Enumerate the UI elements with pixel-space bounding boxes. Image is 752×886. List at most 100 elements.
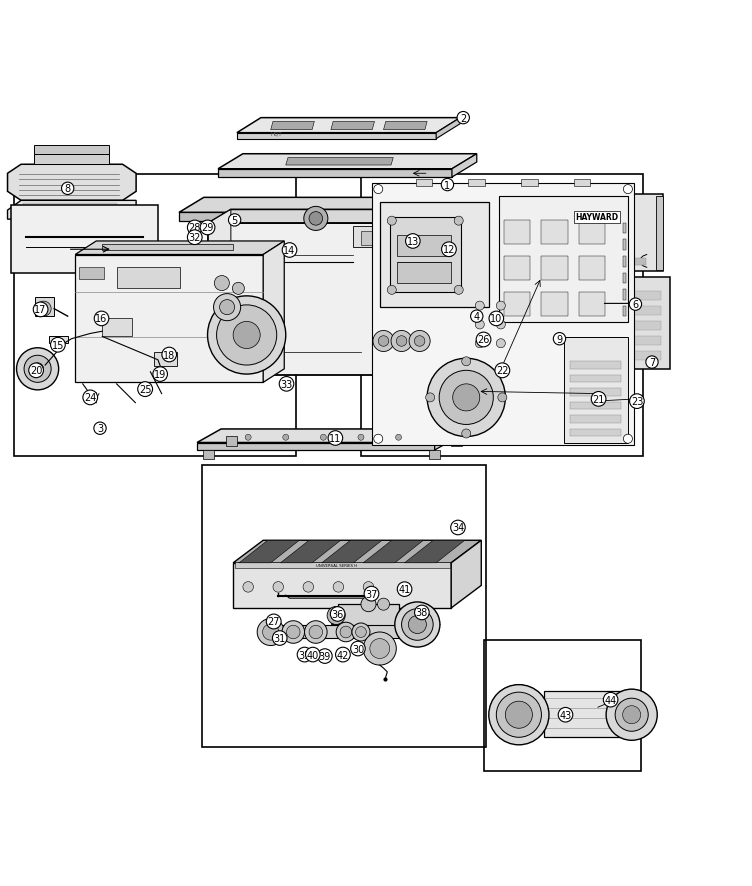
Circle shape	[462, 357, 471, 367]
Text: 2: 2	[460, 113, 466, 123]
Circle shape	[283, 435, 289, 440]
Circle shape	[439, 371, 493, 425]
Bar	[623, 240, 626, 251]
Bar	[397, 263, 451, 284]
Text: 9: 9	[556, 334, 562, 345]
Circle shape	[273, 582, 284, 593]
Bar	[570, 416, 621, 424]
Polygon shape	[429, 450, 440, 460]
Bar	[79, 268, 104, 279]
Polygon shape	[271, 122, 314, 130]
Circle shape	[370, 639, 390, 658]
Text: 38: 38	[416, 608, 428, 618]
Circle shape	[475, 302, 484, 311]
Circle shape	[414, 337, 425, 346]
Text: 28: 28	[189, 223, 201, 233]
Circle shape	[374, 185, 383, 194]
Text: 17: 17	[35, 305, 47, 315]
Circle shape	[333, 582, 344, 593]
Polygon shape	[656, 197, 663, 270]
Polygon shape	[75, 242, 284, 255]
Text: 20: 20	[30, 366, 42, 376]
Circle shape	[361, 597, 376, 612]
Circle shape	[36, 302, 51, 317]
Polygon shape	[179, 214, 421, 222]
Text: 10: 10	[490, 314, 502, 324]
Text: 44: 44	[605, 695, 617, 705]
Text: 39: 39	[319, 651, 331, 661]
Circle shape	[32, 363, 44, 376]
Text: 41: 41	[399, 585, 411, 595]
Circle shape	[408, 616, 426, 633]
Polygon shape	[444, 270, 466, 361]
Polygon shape	[363, 540, 423, 563]
Text: 32: 32	[189, 233, 201, 243]
Text: 43: 43	[559, 710, 572, 720]
Polygon shape	[35, 298, 54, 317]
Polygon shape	[233, 563, 451, 609]
Text: 7: 7	[649, 358, 655, 368]
Text: 15: 15	[52, 340, 64, 350]
Text: 31: 31	[274, 633, 286, 643]
Bar	[484, 640, 641, 771]
Polygon shape	[384, 122, 427, 130]
Circle shape	[358, 435, 364, 440]
Bar	[154, 353, 177, 367]
Circle shape	[378, 598, 390, 610]
Bar	[627, 258, 646, 266]
Text: 23: 23	[631, 397, 643, 407]
Circle shape	[220, 300, 235, 315]
Polygon shape	[34, 145, 109, 154]
Circle shape	[498, 393, 507, 402]
Polygon shape	[237, 134, 436, 139]
Text: 19: 19	[154, 369, 166, 379]
Polygon shape	[237, 119, 460, 134]
Polygon shape	[286, 159, 393, 166]
Bar	[23, 208, 117, 212]
Text: 8: 8	[65, 184, 71, 194]
Bar	[504, 221, 530, 245]
Bar	[504, 257, 530, 281]
Text: 34: 34	[452, 523, 464, 532]
Circle shape	[378, 337, 389, 346]
Bar	[623, 223, 626, 234]
Polygon shape	[218, 169, 452, 178]
Circle shape	[332, 611, 341, 620]
Circle shape	[402, 609, 433, 641]
Circle shape	[396, 337, 407, 346]
Circle shape	[615, 698, 648, 732]
Circle shape	[356, 627, 366, 638]
Bar	[23, 214, 117, 216]
Circle shape	[245, 435, 251, 440]
Bar	[586, 291, 661, 300]
Circle shape	[475, 339, 484, 348]
Text: 26: 26	[478, 335, 490, 345]
Circle shape	[257, 618, 284, 646]
Bar	[570, 389, 621, 396]
Polygon shape	[578, 277, 670, 369]
Text: 35: 35	[299, 649, 311, 660]
Bar	[23, 204, 117, 207]
Circle shape	[489, 685, 549, 745]
Circle shape	[282, 621, 305, 643]
Bar	[117, 268, 180, 289]
Bar	[570, 430, 621, 437]
Bar	[361, 175, 643, 456]
Circle shape	[387, 217, 396, 226]
Circle shape	[505, 702, 532, 728]
Bar	[541, 258, 560, 266]
Bar	[499, 197, 628, 323]
Circle shape	[336, 623, 356, 642]
Circle shape	[352, 623, 370, 641]
Bar	[586, 352, 661, 361]
Bar	[14, 175, 296, 456]
Circle shape	[462, 430, 471, 439]
Bar	[599, 258, 617, 266]
Bar	[353, 227, 440, 248]
Circle shape	[363, 582, 374, 593]
Circle shape	[623, 185, 632, 194]
Polygon shape	[263, 242, 284, 383]
Polygon shape	[338, 604, 399, 627]
Circle shape	[309, 213, 323, 226]
Text: 27: 27	[268, 617, 280, 626]
